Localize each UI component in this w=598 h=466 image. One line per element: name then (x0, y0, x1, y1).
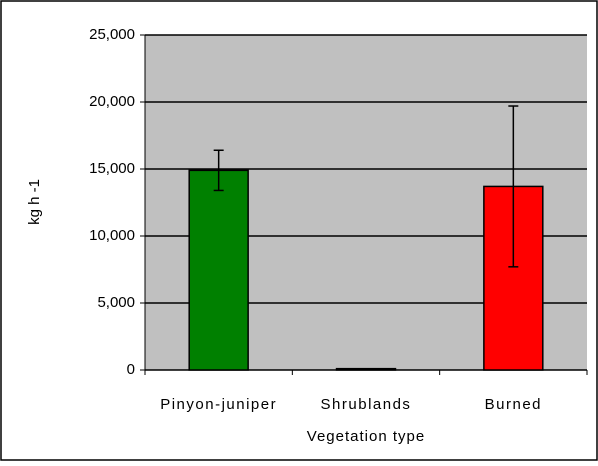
y-tick-label: 0 (127, 361, 135, 378)
x-axis-title: Vegetation type (307, 428, 425, 445)
bar (335, 367, 397, 371)
y-tick-label: 10,000 (89, 227, 135, 244)
x-tick-label: Pinyon-juniper (160, 396, 277, 413)
y-tick-label: 25,000 (89, 26, 135, 43)
y-tick-label: 5,000 (97, 294, 135, 311)
bar (188, 169, 249, 371)
y-axis-title: kg h -1 (26, 179, 43, 225)
y-tick-label: 20,000 (89, 93, 135, 110)
x-tick-label: Burned (485, 396, 542, 413)
y-tick-label: 15,000 (89, 160, 135, 177)
x-tick-label: Shrublands (321, 396, 412, 413)
